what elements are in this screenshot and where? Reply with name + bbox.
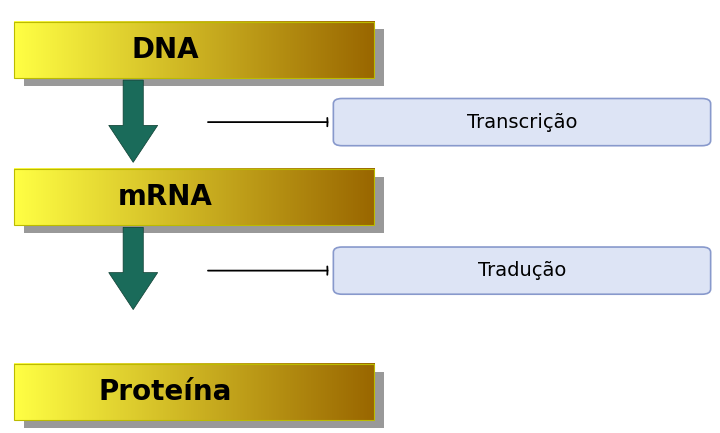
Bar	[24, 29, 384, 86]
Text: DNA: DNA	[132, 36, 199, 64]
Polygon shape	[109, 227, 158, 310]
Text: Tradução: Tradução	[478, 261, 566, 280]
FancyBboxPatch shape	[333, 247, 711, 294]
Text: Transcrição: Transcrição	[467, 113, 577, 132]
Text: Proteína: Proteína	[99, 378, 233, 406]
Bar	[24, 372, 384, 428]
Bar	[14, 364, 374, 420]
FancyBboxPatch shape	[333, 99, 711, 145]
Polygon shape	[109, 80, 158, 162]
Text: mRNA: mRNA	[118, 183, 213, 211]
Bar	[14, 22, 374, 78]
Bar	[24, 177, 384, 233]
Bar	[14, 169, 374, 225]
